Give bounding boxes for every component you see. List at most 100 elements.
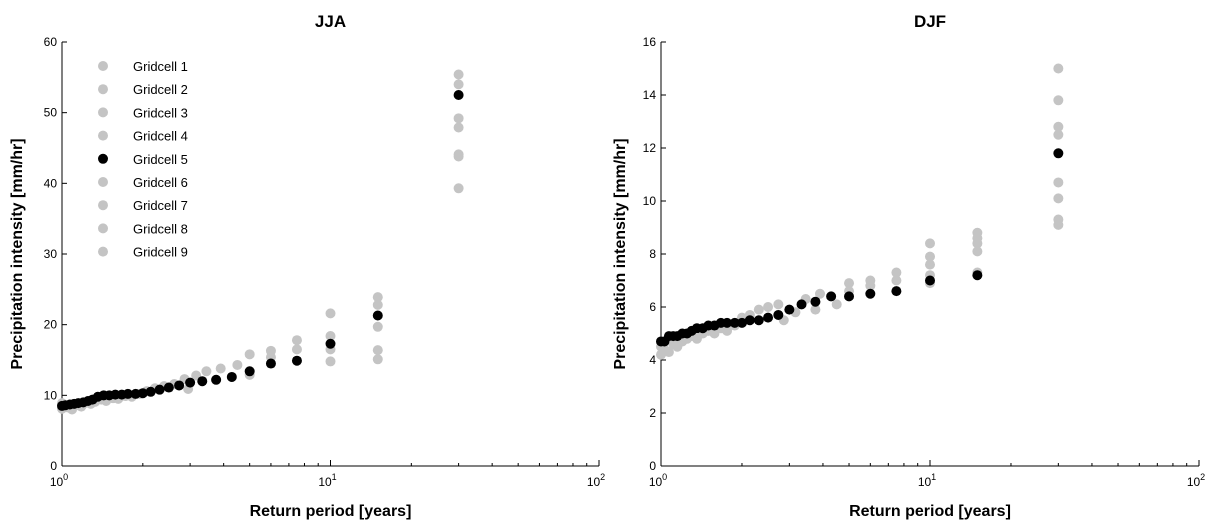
djf-gray-point	[972, 227, 983, 238]
jja-gray-point	[265, 345, 276, 356]
djf-gray-point	[865, 275, 876, 286]
djf-gray-point	[925, 238, 935, 249]
djf-gridcell5-point	[865, 288, 876, 299]
djf-x-tick-label: 101	[918, 472, 936, 489]
jja-gray-point	[372, 345, 383, 356]
legend-label: Gridcell 2	[133, 82, 188, 97]
djf-y-label: Precipitation intensity [mm/hr]	[612, 138, 629, 369]
jja-gray-point	[325, 356, 336, 367]
djf-gray-point	[814, 288, 825, 299]
jja-gridcell5-point	[291, 355, 302, 366]
jja-y-tick-label: 30	[44, 247, 58, 261]
jja-gray-point	[453, 122, 464, 133]
djf-y-tick-label: 0	[649, 459, 656, 473]
jja-gray-point	[453, 113, 464, 124]
jja-y-label: Precipitation intensity [mm/hr]	[9, 138, 26, 369]
jja-gridcell5-point	[185, 377, 196, 388]
jja-title: JJA	[315, 12, 346, 31]
jja-gridcell5-point	[174, 380, 185, 391]
djf-gridcell5-point	[729, 317, 740, 328]
jja-gray-point	[372, 299, 383, 310]
jja-x-label: Return period [years]	[250, 503, 412, 520]
jja-gray-point	[372, 321, 383, 332]
jja-gray-point	[215, 363, 226, 374]
jja-gridcell5-point	[145, 386, 156, 397]
jja-gridcell5-point	[163, 382, 174, 393]
djf-y-tick-label: 4	[649, 353, 656, 367]
djf-gridcell5-point	[1053, 148, 1064, 159]
jja-gridcell5-point	[453, 90, 464, 100]
djf-gray-point	[773, 299, 784, 310]
legend-label: Gridcell 7	[133, 198, 188, 213]
jja-y-tick-label: 20	[44, 318, 58, 332]
legend-marker	[98, 200, 108, 211]
jja-gray-point	[453, 149, 464, 160]
djf-gray-point	[1053, 129, 1064, 140]
djf-gridcell5-point	[773, 309, 784, 320]
djf-gray-point	[891, 275, 902, 286]
djf-gridcell5-point	[925, 275, 935, 286]
djf-gray-point	[1053, 177, 1064, 188]
legend-marker	[98, 223, 108, 234]
djf-y-tick-label: 2	[649, 406, 656, 420]
djf-gray-point	[1053, 214, 1064, 225]
djf-gray-point	[1053, 193, 1064, 204]
djf-gridcell5-point	[826, 291, 837, 302]
djf-panel: DJF 0 2 4 6 8 10 12 14 16 100 101 102 Return period […	[612, 12, 1205, 520]
jja-gridcell5-point	[197, 376, 208, 387]
djf-gray-point	[925, 259, 935, 270]
jja-panel: JJA 0 10 20 30 40 50 60 100 101 102 Return period […	[9, 12, 605, 520]
djf-gray-point	[891, 267, 902, 278]
djf-gridcell5-point	[796, 299, 807, 310]
djf-gridcell5-point	[736, 317, 747, 328]
djf-x-label: Return period [years]	[849, 503, 1011, 520]
jja-gridcell5-point	[130, 388, 141, 399]
jja-y-tick-label: 10	[44, 388, 58, 402]
djf-gridcell5-point	[844, 291, 855, 302]
jja-gray-point	[453, 79, 464, 90]
jja-gridcell5-point	[122, 388, 133, 399]
djf-x-tick-label: 100	[649, 472, 667, 489]
jja-gray-point	[372, 354, 383, 365]
jja-gridcell5-point	[244, 366, 255, 377]
djf-gridcell5-point	[722, 317, 733, 328]
legend-marker	[98, 177, 108, 187]
djf-gridcell5-point	[744, 315, 755, 326]
djf-gray-point	[831, 299, 842, 310]
djf-gray-point	[972, 246, 983, 257]
djf-gray-point	[763, 302, 774, 312]
jja-y-tick-label: 40	[44, 176, 58, 190]
djf-gridcell5-point	[810, 296, 821, 307]
jja-gray-point	[453, 69, 464, 80]
jja-x-tick-label: 102	[587, 472, 605, 489]
jja-y-tick-label: 60	[44, 35, 58, 49]
jja-x-tick-label: 101	[318, 472, 336, 489]
jja-gridcell5-point	[137, 388, 148, 399]
jja-gridcell5-point	[265, 358, 276, 369]
jja-gridcell5-point	[325, 338, 336, 349]
legend-label: Gridcell 3	[133, 105, 188, 120]
legend-label: Gridcell 1	[133, 59, 188, 74]
djf-y-tick-label: 14	[643, 88, 657, 102]
djf-gridcell5-point	[972, 270, 983, 281]
jja-gray-point	[201, 366, 212, 377]
legend-label: Gridcell 4	[133, 129, 188, 144]
djf-gridcell5-point	[891, 286, 902, 297]
legend-marker	[98, 153, 108, 164]
djf-y-tick-label: 10	[643, 194, 657, 208]
jja-gray-point	[291, 335, 302, 346]
jja-gray-point	[232, 359, 243, 370]
jja-gray-point	[244, 349, 255, 360]
legend-label: Gridcell 9	[133, 245, 188, 260]
legend-marker	[98, 107, 108, 118]
djf-gray-point	[753, 304, 764, 315]
jja-gray-point	[325, 308, 336, 319]
djf-y-tick-label: 6	[649, 300, 656, 314]
djf-gridcell5-point	[763, 312, 774, 323]
legend-label: Gridcell 8	[133, 221, 188, 236]
djf-gray-point	[1053, 63, 1064, 74]
djf-y-tick-label: 16	[643, 35, 657, 49]
legend-marker	[98, 130, 108, 141]
djf-gray-point	[844, 278, 855, 289]
